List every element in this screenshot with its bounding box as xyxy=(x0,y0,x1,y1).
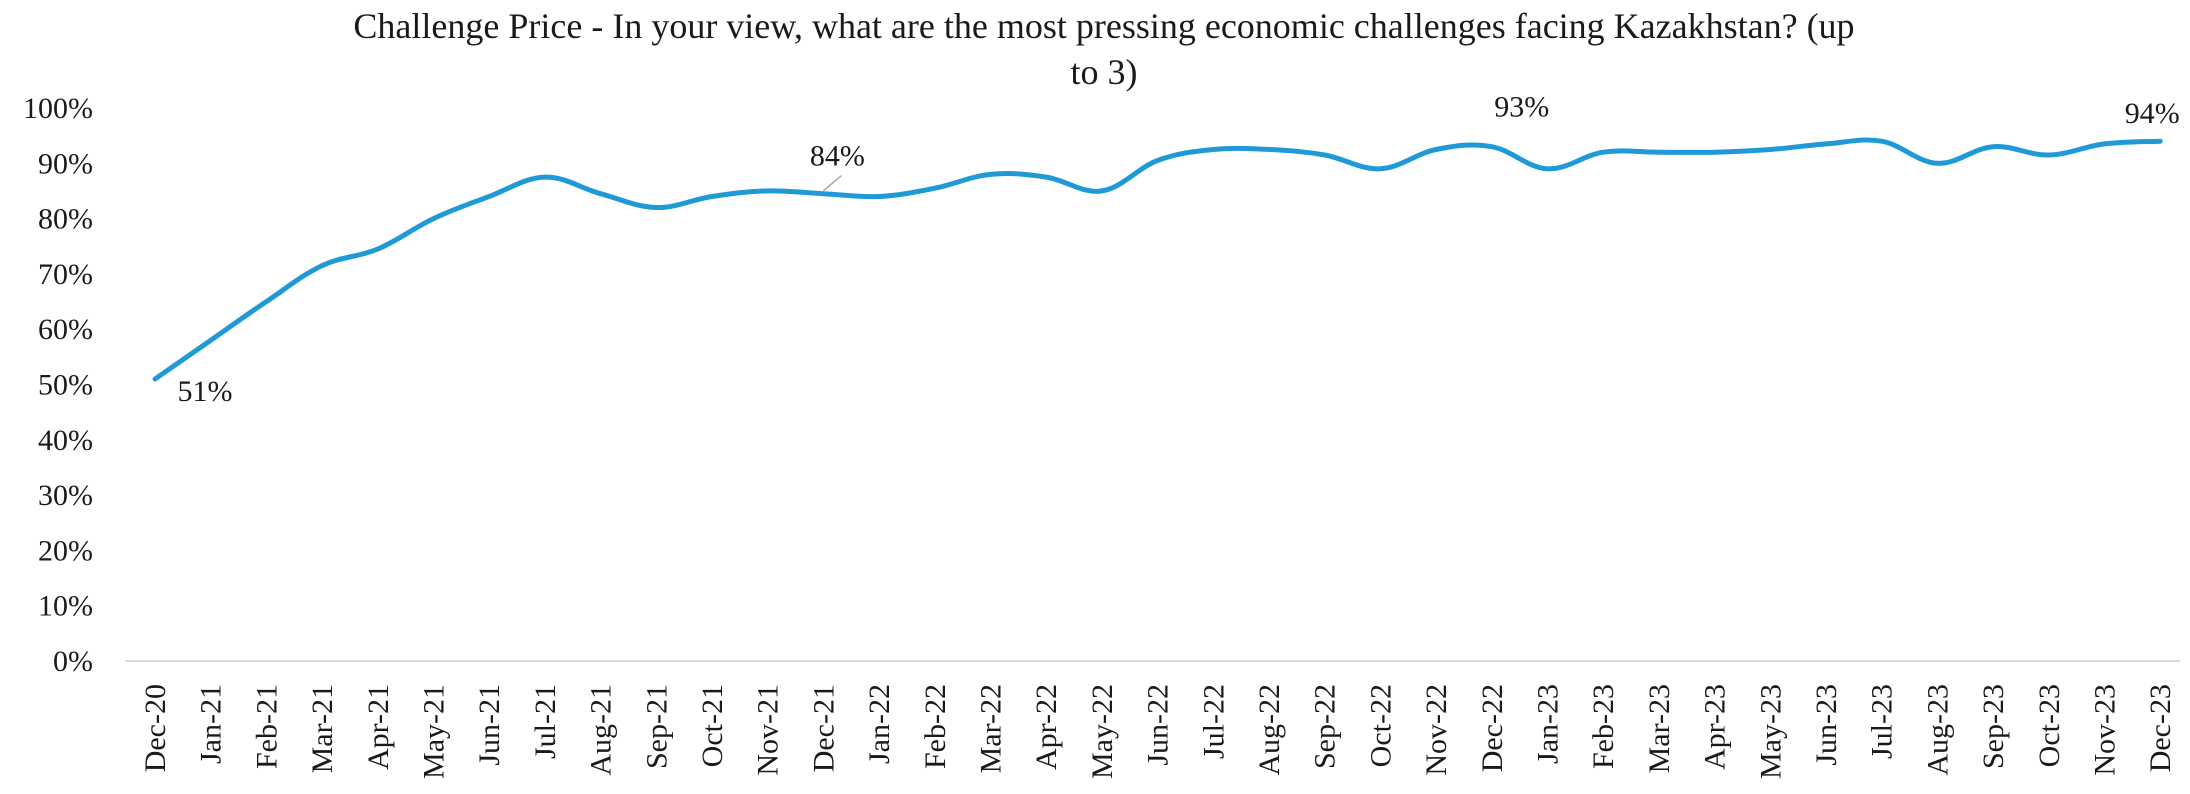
x-tick-label: Feb-23 xyxy=(1587,684,1620,769)
y-tick-label: 90% xyxy=(38,147,93,180)
y-tick-label: 70% xyxy=(38,258,93,291)
x-tick-label: Jan-22 xyxy=(863,684,896,764)
x-tick-label: Sep-21 xyxy=(640,684,673,769)
x-tick-label: Nov-21 xyxy=(752,684,785,776)
x-tick-label: May-23 xyxy=(1754,684,1787,779)
x-tick-label: Jun-22 xyxy=(1142,684,1175,766)
x-axis: Dec-20 Jan-21 Feb-21 Mar-21 Apr-21 May-21 Jun-… xyxy=(139,684,2177,779)
x-tick-label: Nov-22 xyxy=(1420,684,1453,776)
chart-title-line-1: Challenge Price - In your view, what are… xyxy=(353,6,1854,46)
x-tick-label: Nov-23 xyxy=(2089,684,2122,776)
data-label-leader xyxy=(822,175,842,192)
y-tick-label: 80% xyxy=(38,203,93,236)
x-tick-label: May-22 xyxy=(1086,684,1119,779)
x-tick-label: Jul-22 xyxy=(1197,684,1230,759)
y-tick-label: 30% xyxy=(38,479,93,512)
x-tick-label: Dec-22 xyxy=(1476,684,1509,772)
x-tick-label: Apr-22 xyxy=(1030,684,1063,770)
x-tick-label: Oct-22 xyxy=(1364,684,1397,767)
x-tick-label: Dec-20 xyxy=(139,684,172,772)
x-tick-label: Jan-21 xyxy=(195,684,228,764)
x-tick-label: Aug-21 xyxy=(585,684,618,776)
x-tick-label: Jan-23 xyxy=(1532,684,1565,764)
x-tick-label: May-21 xyxy=(418,684,451,779)
x-tick-label: Apr-23 xyxy=(1699,684,1732,770)
x-tick-label: Mar-23 xyxy=(1643,684,1676,773)
x-tick-label: Sep-22 xyxy=(1309,684,1342,769)
x-tick-label: Aug-23 xyxy=(1921,684,1954,776)
data-label: 51% xyxy=(178,375,233,408)
y-tick-label: 0% xyxy=(53,645,93,678)
x-tick-label: Jun-23 xyxy=(1810,684,1843,766)
y-tick-label: 10% xyxy=(38,590,93,623)
x-tick-label: Dec-21 xyxy=(807,684,840,772)
x-tick-label: Feb-21 xyxy=(250,684,283,769)
x-tick-label: Jul-23 xyxy=(1866,684,1899,759)
series-line xyxy=(152,137,2163,382)
x-tick-label: Jul-21 xyxy=(529,684,562,759)
y-tick-label: 20% xyxy=(38,534,93,567)
chart-title-line-2: to 3) xyxy=(1071,52,1138,92)
x-tick-label: Feb-22 xyxy=(919,684,952,769)
data-label: 84% xyxy=(810,140,865,173)
data-label: 93% xyxy=(1494,91,1549,124)
data-labels: 51% 84% 93% 94% xyxy=(178,91,2180,408)
y-tick-label: 60% xyxy=(38,313,93,346)
x-tick-label: Oct-21 xyxy=(696,684,729,767)
x-tick-label: Aug-22 xyxy=(1253,684,1286,776)
y-axis: 0% 10% 20% 30% 40% 50% 60% 70% 80% 90% 100% xyxy=(23,92,93,678)
y-tick-label: 50% xyxy=(38,369,93,402)
x-tick-label: Jun-21 xyxy=(473,684,506,766)
x-tick-label: Apr-21 xyxy=(362,684,395,770)
y-tick-label: 100% xyxy=(23,92,93,125)
x-tick-label: Oct-23 xyxy=(2033,684,2066,767)
data-label: 94% xyxy=(2125,97,2180,130)
x-tick-label: Sep-23 xyxy=(1977,684,2010,769)
x-tick-label: Mar-22 xyxy=(975,684,1008,773)
x-tick-label: Mar-21 xyxy=(306,684,339,773)
x-tick-label: Dec-23 xyxy=(2144,684,2177,772)
y-tick-label: 40% xyxy=(38,424,93,457)
